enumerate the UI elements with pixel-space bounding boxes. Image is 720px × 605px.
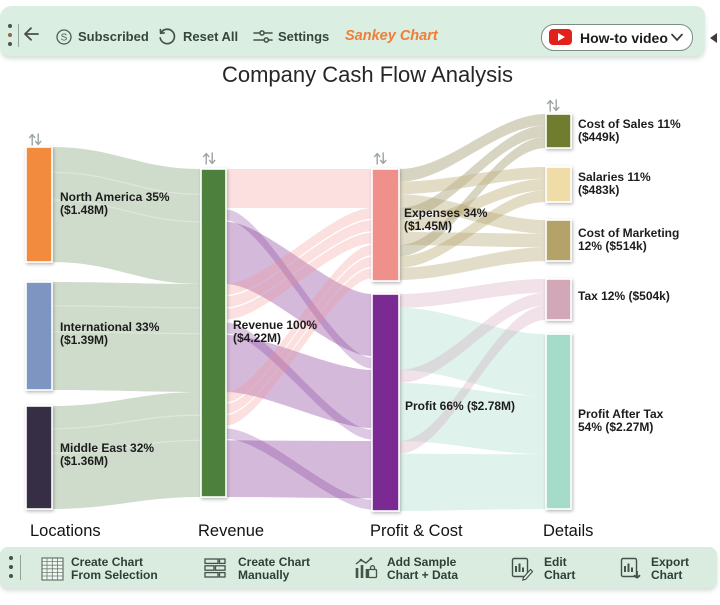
svg-text:S: S: [61, 33, 68, 44]
